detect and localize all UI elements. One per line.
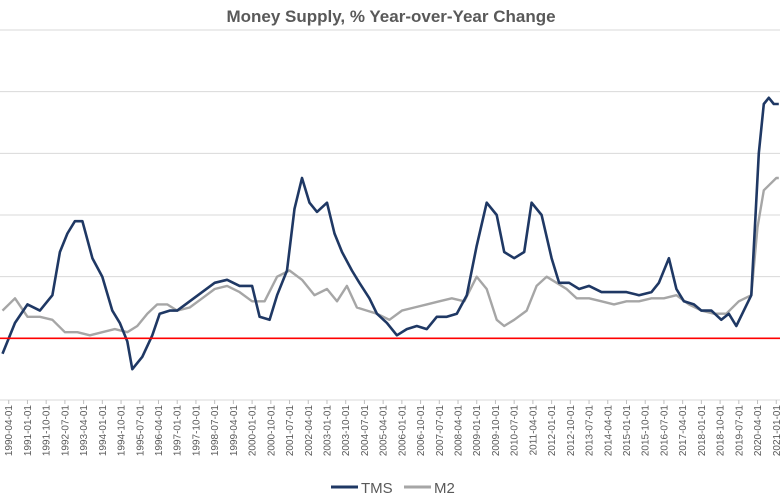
x-tick-label: 1991-01-01 [23, 405, 34, 457]
x-tick-label: 1999-04-01 [229, 405, 240, 457]
chart-title: Money Supply, % Year-over-Year Change [226, 7, 555, 26]
series-line-tms [1, 96, 779, 371]
x-tick-label: 2010-07-01 [510, 405, 521, 457]
x-tick-label: 2000-01-01 [248, 405, 259, 457]
x-tick-label: 2015-01-01 [622, 405, 633, 457]
x-tick-label: 2012-01-01 [547, 405, 558, 457]
x-tick-label: 2009-01-01 [472, 405, 483, 457]
x-tick-label: 2020-04-01 [753, 405, 764, 457]
x-tick-label: 1996-04-01 [154, 405, 165, 457]
x-tick-label: 1994-01-01 [98, 405, 109, 457]
x-axis: 1990-04-01 1991-01-01 1991-10-01 1992-07-01… [0, 399, 780, 457]
x-tick-label: 1998-07-01 [210, 405, 221, 457]
x-tick-label: 2009-10-01 [491, 405, 502, 457]
x-tick-label: 2007-07-01 [435, 405, 446, 457]
x-tick-label: 2012-10-01 [566, 405, 577, 457]
x-tick-label: 2014-04-01 [603, 405, 614, 457]
x-tick-label: 1992-07-01 [60, 405, 71, 457]
gridlines [0, 29, 780, 401]
x-tick-label: 2001-07-01 [285, 405, 296, 457]
x-tick-label: 1991-10-01 [42, 405, 53, 457]
x-tick-label: 2017-04-01 [678, 405, 689, 457]
x-tick-label: 2019-07-01 [734, 405, 745, 457]
x-tick-label: 2003-01-01 [323, 405, 334, 457]
series-lines [1, 96, 779, 371]
x-tick-label: 1997-10-01 [191, 405, 202, 457]
x-tick-label: 2018-01-01 [697, 405, 708, 457]
x-tick-label: 2004-07-01 [360, 405, 371, 457]
x-tick-label: 2000-10-01 [266, 405, 277, 457]
x-tick-label: 2005-04-01 [379, 405, 390, 457]
legend-label-tms: TMS [361, 480, 393, 497]
x-tick-label: 2008-04-01 [454, 405, 465, 457]
series-line-m2 [1, 176, 779, 337]
legend-label-m2: M2 [434, 480, 455, 497]
x-tick-label: 1990-04-01 [4, 405, 15, 457]
x-tick-label: 2018-10-01 [716, 405, 727, 457]
legend: TMS M2 [331, 480, 455, 497]
x-tick-label: 2006-10-01 [416, 405, 427, 457]
x-tick-label: 2003-10-01 [341, 405, 352, 457]
x-tick-label: 2013-07-01 [585, 405, 596, 457]
x-tick-label: 1993-04-01 [79, 405, 90, 457]
x-tick-label: 2016-07-01 [659, 405, 670, 457]
x-tick-label: 2006-01-01 [397, 405, 408, 457]
x-tick-label: 2002-04-01 [304, 405, 315, 457]
x-tick-label: 1997-01-01 [173, 405, 184, 457]
x-tick-label: 2021-01-01 [772, 405, 780, 457]
x-tick-label: 1995-07-01 [135, 405, 146, 457]
x-tick-label: 2015-10-01 [641, 405, 652, 457]
x-tick-label: 2011-04-01 [528, 405, 539, 456]
x-tick-label: 1994-10-01 [117, 405, 128, 457]
